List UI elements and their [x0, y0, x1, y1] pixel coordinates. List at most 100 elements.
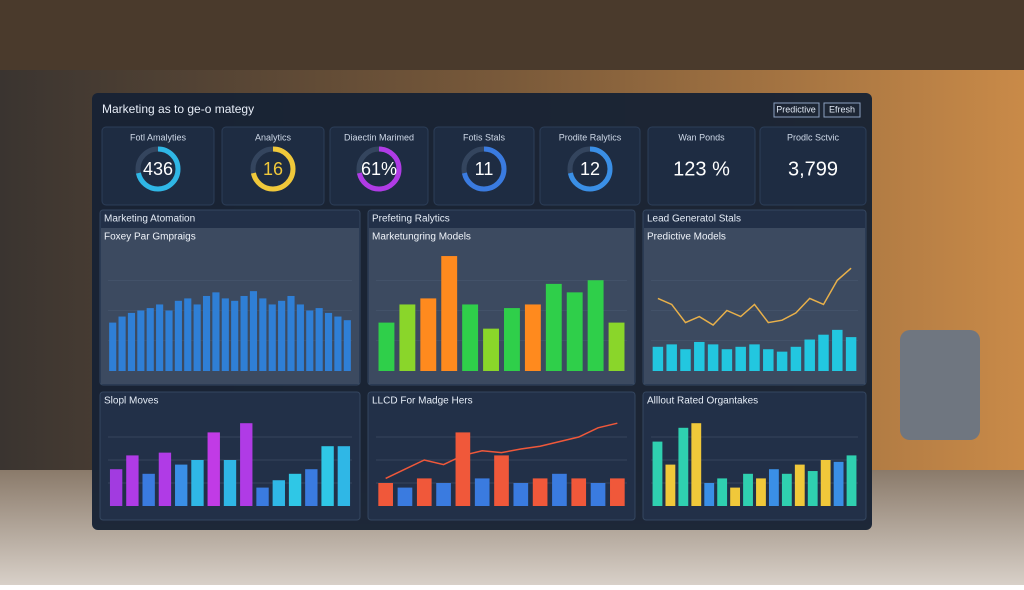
- sofa: [900, 330, 980, 440]
- bar: [524, 304, 541, 371]
- bar: [694, 341, 705, 371]
- kpi-label: Fotl Amalyties: [130, 132, 187, 142]
- kpi-value: 123 %: [673, 158, 730, 180]
- bar: [146, 308, 154, 371]
- bar: [193, 304, 201, 371]
- bar: [416, 478, 432, 506]
- bar: [207, 432, 220, 506]
- bar: [223, 460, 237, 506]
- kpi-label: Fotis Stals: [463, 132, 506, 142]
- bar: [721, 349, 733, 371]
- bar: [833, 461, 844, 506]
- bar: [158, 452, 172, 506]
- bar: [259, 298, 267, 371]
- bar: [184, 298, 192, 371]
- bar: [552, 473, 567, 506]
- kpi-card: [221, 126, 325, 206]
- gauge-arc: [461, 146, 507, 192]
- bar: [763, 349, 774, 371]
- bar: [794, 464, 805, 506]
- kpi-label: Prodite Ralytics: [559, 132, 622, 142]
- bar: [804, 339, 815, 371]
- bar: [608, 322, 625, 371]
- bar: [109, 322, 117, 371]
- dashboard-title: Marketing as to ge-o mategy: [102, 102, 254, 116]
- line: [657, 267, 852, 326]
- bar: [776, 351, 788, 371]
- bar: [652, 441, 663, 506]
- bar: [142, 473, 155, 506]
- bar: [717, 478, 728, 506]
- bar: [846, 455, 857, 506]
- panel-title: Alllout Rated Organtakes: [647, 396, 758, 407]
- bar: [587, 280, 604, 371]
- bar: [743, 473, 753, 506]
- bar: [610, 478, 625, 506]
- bar: [305, 469, 318, 506]
- button-frame[interactable]: [773, 102, 820, 118]
- bar: [378, 322, 395, 371]
- kpi-label: Diaectin Marimed: [344, 132, 414, 142]
- bar: [652, 346, 664, 371]
- ceiling: [0, 0, 1024, 70]
- bar: [256, 487, 269, 506]
- bar: [343, 320, 351, 371]
- kpi-card: [539, 126, 641, 206]
- bar: [397, 487, 413, 506]
- bar: [296, 304, 304, 371]
- kpi-label: Analytics: [255, 132, 292, 142]
- bar: [212, 292, 220, 371]
- bar: [474, 478, 490, 506]
- bar: [756, 478, 766, 506]
- bar: [268, 304, 276, 371]
- button-frame[interactable]: [823, 102, 861, 118]
- gauge-arc: [250, 146, 296, 192]
- bar: [820, 460, 831, 506]
- bar: [455, 432, 471, 506]
- line: [385, 422, 618, 480]
- bar: [231, 300, 239, 371]
- bar: [334, 316, 342, 371]
- bar: [278, 300, 286, 371]
- kpi-label: Wan Ponds: [678, 132, 725, 142]
- panel-title: Slopl Moves: [104, 396, 158, 407]
- bar: [545, 283, 562, 371]
- bar: [288, 473, 302, 506]
- panel-title: Marketing Atomation: [104, 214, 195, 225]
- bar: [202, 295, 211, 371]
- kpi-row: Fotl Amalyties 436 Analytics 16 Diaectin Mar…: [101, 126, 867, 206]
- bar: [118, 316, 126, 371]
- bar: [321, 446, 334, 506]
- kpi-value: 11: [475, 159, 494, 179]
- kpi-value: 16: [263, 159, 283, 179]
- bar: [156, 304, 164, 371]
- bar: [272, 480, 285, 506]
- kpi-label: Prodlc Sctvic: [787, 132, 840, 142]
- bar: [337, 446, 351, 506]
- kpi-card: [101, 126, 215, 206]
- bar: [420, 298, 437, 371]
- bar: [126, 455, 139, 506]
- gauge-arc: [567, 146, 613, 192]
- bar: [513, 483, 529, 506]
- bar: [807, 471, 818, 506]
- gauge-arc: [356, 146, 402, 192]
- bar: [240, 423, 253, 506]
- panel: [642, 391, 867, 521]
- bar: [483, 328, 499, 371]
- bar: [462, 304, 479, 371]
- panel-grid: Marketing Atomation Foxey Par Gmpraigs Pre…: [99, 209, 867, 521]
- bar: [781, 473, 792, 506]
- kpi-card: [329, 126, 429, 206]
- bar: [845, 337, 857, 371]
- bar: [127, 312, 136, 371]
- button[interactable]: Predictive: [776, 104, 816, 114]
- kpi-value: 12: [580, 159, 600, 179]
- panel-title: Prefeting Ralytics: [372, 214, 450, 225]
- bar: [678, 427, 689, 506]
- button[interactable]: Efresh: [829, 104, 855, 114]
- bar: [665, 464, 676, 506]
- bar: [165, 310, 173, 371]
- bar: [324, 312, 333, 371]
- bar: [174, 300, 182, 371]
